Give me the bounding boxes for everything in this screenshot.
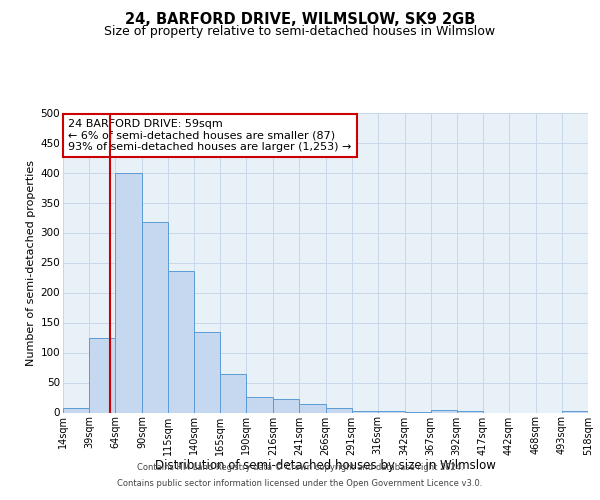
Text: Size of property relative to semi-detached houses in Wilmslow: Size of property relative to semi-detach…	[104, 25, 496, 38]
Text: Contains HM Land Registry data © Crown copyright and database right 2024.: Contains HM Land Registry data © Crown c…	[137, 464, 463, 472]
Bar	[247, 397, 274, 412]
Bar	[325, 408, 352, 412]
Bar	[168, 271, 194, 412]
Bar	[63, 408, 89, 412]
Bar	[142, 222, 168, 412]
Bar	[299, 404, 325, 412]
X-axis label: Distribution of semi-detached houses by size in Wilmslow: Distribution of semi-detached houses by …	[155, 458, 496, 471]
Bar	[274, 400, 299, 412]
Bar	[431, 410, 457, 412]
Bar	[115, 172, 142, 412]
Text: 24, BARFORD DRIVE, WILMSLOW, SK9 2GB: 24, BARFORD DRIVE, WILMSLOW, SK9 2GB	[125, 12, 475, 28]
Bar	[220, 374, 247, 412]
Y-axis label: Number of semi-detached properties: Number of semi-detached properties	[26, 160, 37, 366]
Text: Contains public sector information licensed under the Open Government Licence v3: Contains public sector information licen…	[118, 478, 482, 488]
Text: 24 BARFORD DRIVE: 59sqm
← 6% of semi-detached houses are smaller (87)
93% of sem: 24 BARFORD DRIVE: 59sqm ← 6% of semi-det…	[68, 118, 352, 152]
Bar	[194, 332, 220, 412]
Bar	[89, 338, 115, 412]
